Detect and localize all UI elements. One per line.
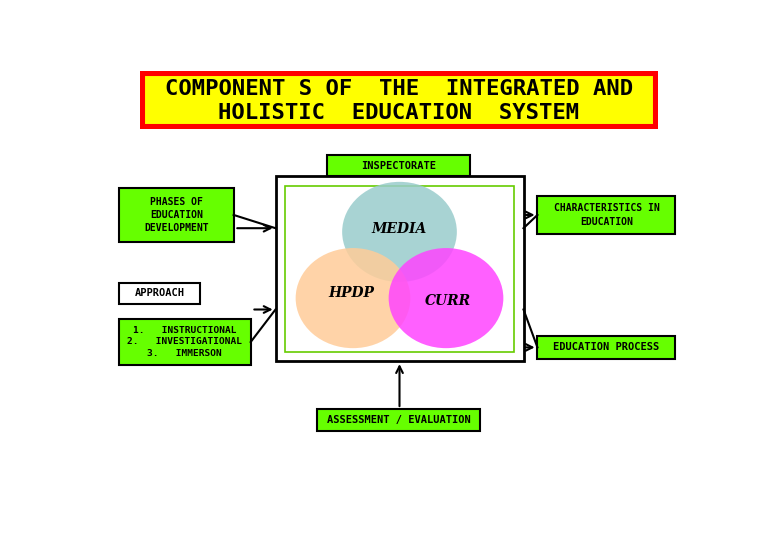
Bar: [119, 188, 233, 242]
Bar: [275, 177, 524, 361]
Bar: [538, 195, 675, 234]
Text: EDUCATION PROCESS: EDUCATION PROCESS: [553, 342, 660, 353]
Bar: [285, 186, 514, 352]
Bar: [119, 319, 251, 365]
Text: COMPONENT S OF  THE  INTEGRATED AND: COMPONENT S OF THE INTEGRATED AND: [165, 79, 633, 99]
Text: HPDP: HPDP: [328, 287, 374, 300]
Text: APPROACH: APPROACH: [135, 288, 184, 299]
Text: PHASES OF
EDUCATION
DEVELOPMENT: PHASES OF EDUCATION DEVELOPMENT: [144, 197, 209, 233]
Text: ASSESSMENT / EVALUATION: ASSESSMENT / EVALUATION: [327, 415, 471, 425]
Ellipse shape: [296, 248, 410, 348]
Ellipse shape: [342, 182, 457, 282]
Text: HOLISTIC  EDUCATION  SYSTEM: HOLISTIC EDUCATION SYSTEM: [218, 103, 580, 123]
Bar: [140, 71, 657, 129]
Text: INSPECTORATE: INSPECTORATE: [361, 161, 436, 171]
Text: CHARACTERISTICS IN
EDUCATION: CHARACTERISTICS IN EDUCATION: [554, 204, 659, 227]
Text: MEDIA: MEDIA: [372, 222, 427, 236]
Text: 1.   INSTRUCTIONAL
2.   INVESTIGATIONAL
3.   IMMERSON: 1. INSTRUCTIONAL 2. INVESTIGATIONAL 3. I…: [128, 326, 242, 359]
Bar: [317, 409, 480, 430]
Bar: [119, 284, 200, 303]
Ellipse shape: [389, 248, 503, 348]
Bar: [144, 75, 654, 125]
Bar: [538, 336, 675, 359]
Bar: [327, 155, 471, 177]
Text: CURR: CURR: [425, 294, 471, 308]
